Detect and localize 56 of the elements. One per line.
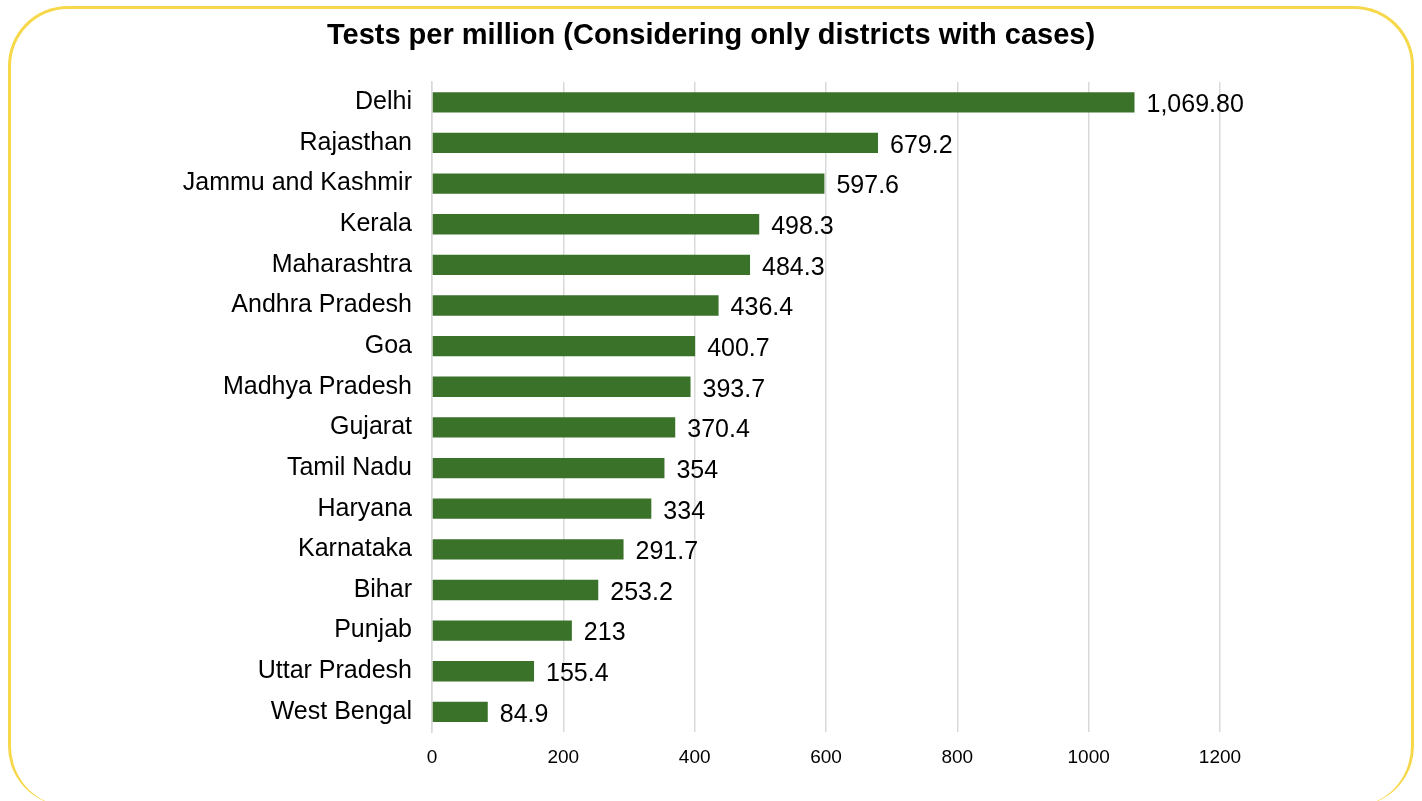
y-tick-label: Maharashtra xyxy=(271,248,413,277)
data-label: 679.2 xyxy=(890,129,953,158)
y-tick-label: Haryana xyxy=(317,492,413,521)
x-tick-label: 600 xyxy=(810,745,842,767)
bar xyxy=(432,579,599,601)
x-tick-label: 1000 xyxy=(1067,745,1110,767)
y-tick-label: Gujarat xyxy=(330,411,413,440)
x-tick-label: 200 xyxy=(547,745,580,767)
data-label: 84.9 xyxy=(499,698,549,727)
x-tick-label: 0 xyxy=(426,745,438,767)
data-label: 291.7 xyxy=(635,536,699,565)
data-label: 393.7 xyxy=(702,373,766,402)
y-tick-label: Bihar xyxy=(353,573,412,602)
y-tick-label: Tamil Nadu xyxy=(286,451,412,480)
bar xyxy=(432,254,751,276)
bar xyxy=(432,417,676,438)
y-tick-label: Punjab xyxy=(334,614,412,643)
x-tick-label: 400 xyxy=(678,745,711,767)
bar xyxy=(432,498,652,519)
data-label: 354 xyxy=(676,454,719,483)
data-label: 213 xyxy=(583,617,626,646)
y-tick-label: Goa xyxy=(364,330,413,359)
data-label: 400.7 xyxy=(707,333,770,362)
bar xyxy=(432,295,719,316)
y-tick-label: Uttar Pradesh xyxy=(257,655,412,684)
bar xyxy=(432,539,624,560)
data-label: 498.3 xyxy=(771,211,834,240)
y-tick-label: Karnataka xyxy=(298,533,413,562)
bar xyxy=(432,335,696,357)
y-tick-label: Jammu and Kashmir xyxy=(182,167,412,196)
bar xyxy=(432,376,691,397)
data-label: 1,069.80 xyxy=(1146,89,1244,118)
y-tick-label: Madhya Pradesh xyxy=(222,370,412,399)
data-label: 436.4 xyxy=(730,292,794,321)
data-label: 370.4 xyxy=(687,414,750,443)
y-tick-label: Rajasthan xyxy=(299,126,412,155)
bar xyxy=(432,701,488,723)
y-tick-label: Andhra Pradesh xyxy=(231,289,412,318)
bar xyxy=(432,620,572,641)
chart-title: Tests per million (Considering only districts with cases) xyxy=(325,18,1097,51)
data-label: 253.2 xyxy=(610,576,673,605)
y-tick-label: West Bengal xyxy=(270,695,412,724)
data-label: 155.4 xyxy=(546,658,609,687)
data-label: 334 xyxy=(663,495,706,524)
x-tick-label: 1200 xyxy=(1198,745,1242,767)
data-label: 484.3 xyxy=(762,251,825,280)
bar xyxy=(432,457,665,479)
bar xyxy=(432,214,760,235)
y-tick-label: Kerala xyxy=(339,208,413,237)
bar xyxy=(432,92,1135,113)
y-tick-label: Delhi xyxy=(355,86,412,115)
data-label: 597.6 xyxy=(836,170,899,199)
bar xyxy=(432,661,535,682)
bar xyxy=(432,132,879,154)
x-tick-label: 800 xyxy=(941,745,974,767)
bar xyxy=(432,173,825,194)
